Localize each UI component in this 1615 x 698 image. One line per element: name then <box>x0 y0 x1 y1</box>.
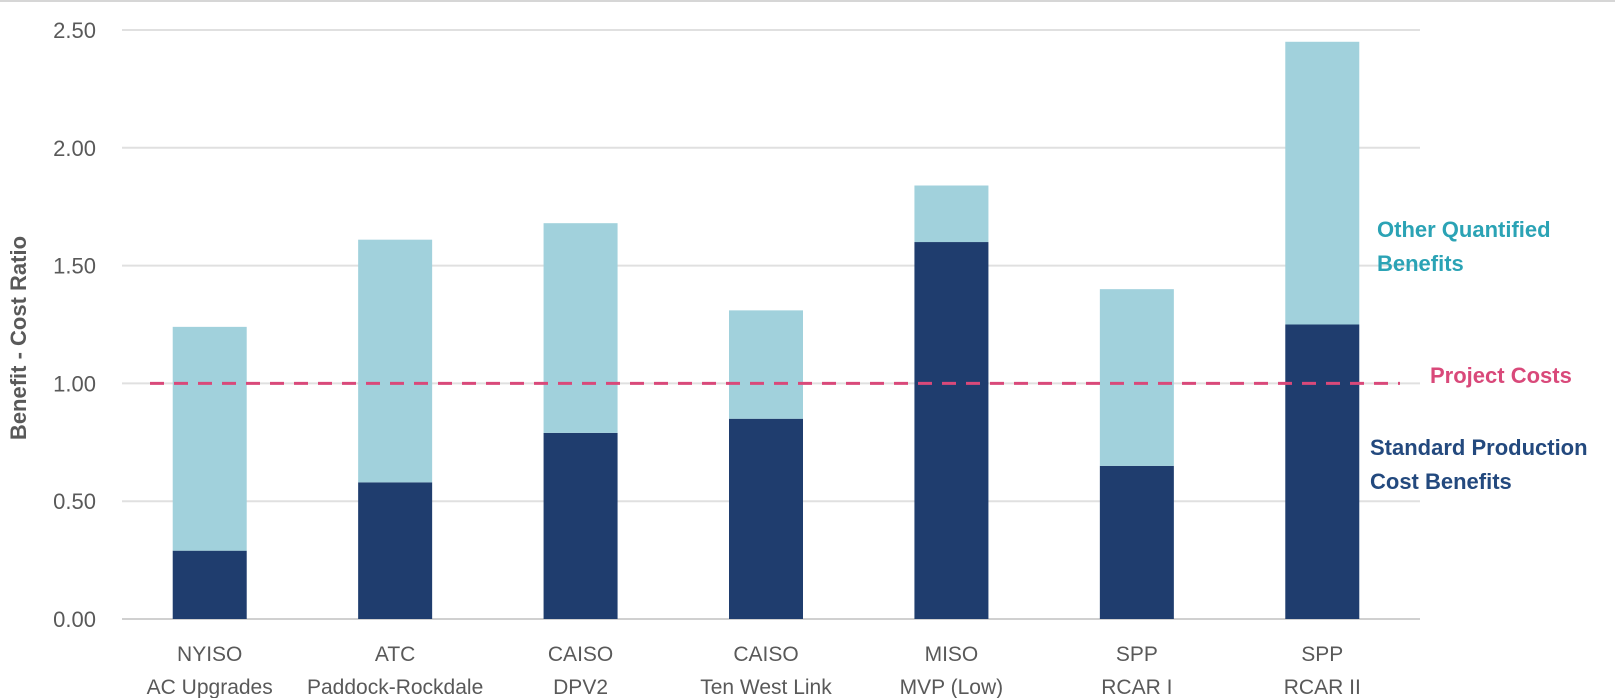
legend-label: Cost Benefits <box>1370 469 1512 494</box>
y-tick-label: 1.50 <box>53 254 96 279</box>
legend-label: Project Costs <box>1430 363 1572 388</box>
bar-segment-standard-production <box>543 432 618 619</box>
bar-segment-standard-production <box>358 482 433 619</box>
legend-label: Benefits <box>1377 251 1464 276</box>
x-category-label: MISO <box>925 643 979 666</box>
x-category-label: MVP (Low) <box>900 676 1003 698</box>
x-category-labels: NYISO AC Upgrades ATC Paddock-Rockdale CAISO… <box>147 643 1361 698</box>
bar-segment-other-quantified <box>914 185 989 243</box>
x-category-label: Ten West Link <box>700 676 832 698</box>
bar-segment-standard-production <box>914 242 989 620</box>
x-category-label: DPV2 <box>553 676 608 698</box>
x-category-label: CAISO <box>548 643 613 666</box>
x-category-label: ATC <box>375 643 415 666</box>
legend-label: Other Quantified <box>1377 217 1551 242</box>
bar-segment-other-quantified <box>1285 41 1360 325</box>
x-category-label: RCAR I <box>1101 676 1172 698</box>
bar-segment-standard-production <box>172 550 247 619</box>
x-category-label: Paddock-Rockdale <box>307 676 483 698</box>
bar-segment-standard-production <box>729 418 803 619</box>
x-category-label: AC Upgrades <box>147 676 273 698</box>
x-category-label: RCAR II <box>1284 676 1361 698</box>
y-axis-title: Benefit - Cost Ratio <box>6 236 31 440</box>
x-category-label: SPP <box>1301 643 1343 666</box>
bar-segment-other-quantified <box>1099 289 1174 466</box>
bar-segment-other-quantified <box>358 239 433 483</box>
x-category-label: CAISO <box>733 643 798 666</box>
top-border <box>0 0 1615 2</box>
x-category-label: SPP <box>1116 643 1158 666</box>
x-category-label: NYISO <box>177 643 242 666</box>
bar-segment-standard-production <box>1099 465 1174 619</box>
y-tick-label: 2.50 <box>53 18 96 43</box>
bars <box>172 41 1360 620</box>
y-tick-label: 2.00 <box>53 136 96 161</box>
y-tick-label: 1.00 <box>53 371 96 396</box>
legend: Other Quantified Benefits Project Costs Sta… <box>1370 217 1588 494</box>
y-tick-label: 0.00 <box>53 607 96 632</box>
bar-segment-standard-production <box>1285 324 1360 619</box>
gridlines <box>122 29 1420 620</box>
y-tick-labels: 0.00 0.50 1.00 1.50 2.00 2.50 <box>53 18 96 632</box>
legend-label: Standard Production <box>1370 435 1588 460</box>
bar-segment-other-quantified <box>543 223 618 433</box>
y-tick-label: 0.50 <box>53 489 96 514</box>
bar-segment-other-quantified <box>172 326 247 551</box>
bar-segment-other-quantified <box>729 310 803 419</box>
